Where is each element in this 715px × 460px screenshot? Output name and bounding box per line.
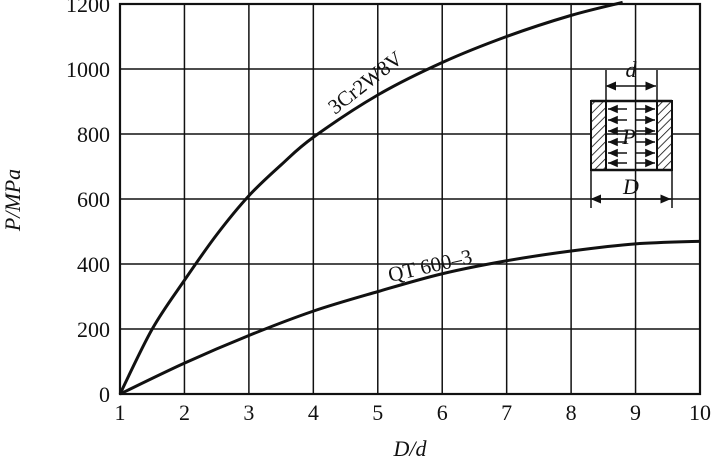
inset-d-label: d [626,57,638,82]
x-tick-label-8: 9 [630,400,641,425]
series-line-1 [119,239,701,396]
y-tick-label-1: 200 [77,317,110,342]
x-tick-label-2: 3 [243,400,254,425]
y-tick-label-5: 1000 [66,57,110,82]
x-tick-label-9: 10 [689,400,711,425]
chart-ticks: 1 2 3 4 5 6 7 8 9 10 0 200 400 600 800 1000 1200 [66,0,711,425]
y-tick-label-0: 0 [99,382,110,407]
plot-frame [118,2,702,396]
x-tick-label-3: 4 [308,400,319,425]
x-tick-label-7: 8 [566,400,577,425]
inset-left-wall [590,100,607,171]
y-tick-label-3: 600 [77,187,110,212]
x-tick-label-4: 5 [372,400,383,425]
x-axis-title: D/d [393,436,428,460]
x-tick-label-1: 2 [179,400,190,425]
y-tick-label-6: 1200 [66,0,110,17]
inset-p-label: P [621,124,635,149]
y-tick-label-4: 800 [77,122,110,147]
chart-series [118,0,701,396]
x-tick-label-0: 1 [115,400,126,425]
inset-D-label: D [622,174,639,199]
inset-right-wall [656,100,673,171]
x-tick-label-6: 7 [501,400,512,425]
inset-diagram: d P D [590,57,673,208]
series-label-0: 3Cr2W8V [323,46,407,119]
series-label-1: QT 600–3 [386,244,475,287]
inset-pressure-arrows [608,104,655,168]
x-tick-label-5: 6 [437,400,448,425]
series-line-0 [118,0,624,395]
y-axis-title: P/MPa [0,169,25,232]
y-tick-label-2: 400 [77,252,110,277]
